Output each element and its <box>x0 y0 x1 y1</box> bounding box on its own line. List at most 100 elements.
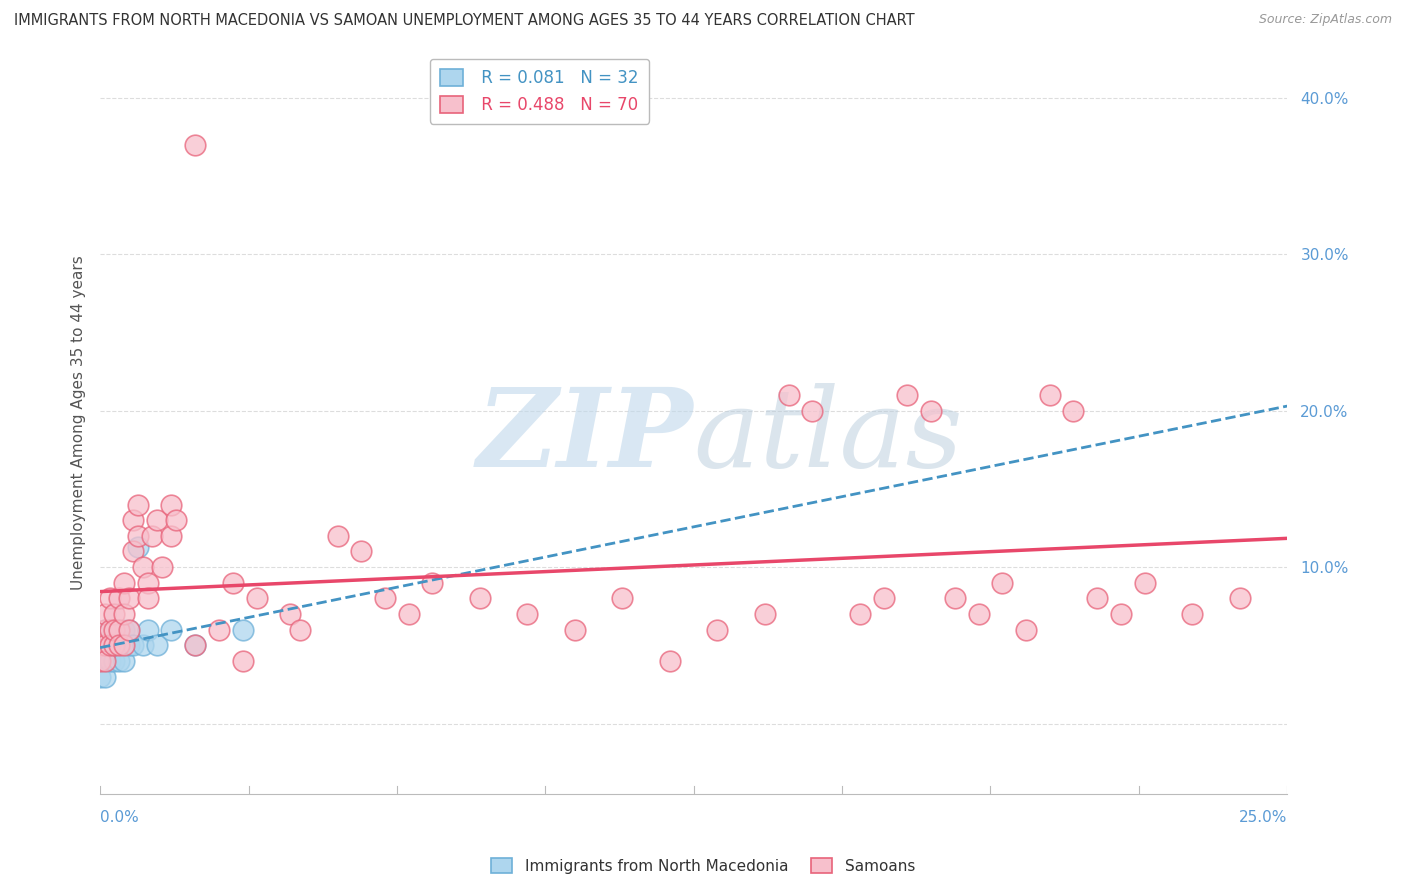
Point <box>103 638 125 652</box>
Point <box>117 623 139 637</box>
Point <box>94 623 117 637</box>
Point <box>150 560 173 574</box>
Point <box>920 403 942 417</box>
Point <box>278 607 301 621</box>
Point <box>98 638 121 652</box>
Point <box>112 638 135 652</box>
Text: 25.0%: 25.0% <box>1239 810 1286 825</box>
Point <box>112 638 135 652</box>
Point <box>872 591 894 606</box>
Point <box>801 403 824 417</box>
Point <box>132 560 155 574</box>
Point <box>1229 591 1251 606</box>
Point <box>1085 591 1108 606</box>
Point <box>94 654 117 668</box>
Legend:  R = 0.081   N = 32,  R = 0.488   N = 70: R = 0.081 N = 32, R = 0.488 N = 70 <box>430 59 650 124</box>
Point <box>108 591 131 606</box>
Point <box>98 623 121 637</box>
Point <box>89 654 111 668</box>
Point <box>94 638 117 652</box>
Point <box>103 623 125 637</box>
Point <box>1133 575 1156 590</box>
Point <box>136 591 159 606</box>
Point <box>108 638 131 652</box>
Point <box>89 638 111 652</box>
Point <box>127 529 149 543</box>
Point <box>160 623 183 637</box>
Point <box>184 137 207 152</box>
Point <box>136 623 159 637</box>
Point <box>246 591 269 606</box>
Point <box>122 544 145 558</box>
Text: Source: ZipAtlas.com: Source: ZipAtlas.com <box>1258 13 1392 27</box>
Point <box>165 513 187 527</box>
Point <box>122 638 145 652</box>
Point <box>117 591 139 606</box>
Point <box>108 623 131 637</box>
Point <box>991 575 1014 590</box>
Point <box>117 638 139 652</box>
Point <box>374 591 396 606</box>
Point <box>658 654 681 668</box>
Point <box>398 607 420 621</box>
Point <box>89 654 111 668</box>
Point <box>108 638 131 652</box>
Y-axis label: Unemployment Among Ages 35 to 44 years: Unemployment Among Ages 35 to 44 years <box>72 255 86 590</box>
Point <box>136 575 159 590</box>
Point <box>141 529 163 543</box>
Point <box>516 607 538 621</box>
Point <box>122 513 145 527</box>
Point <box>184 638 207 652</box>
Point <box>103 607 125 621</box>
Point <box>754 607 776 621</box>
Text: IMMIGRANTS FROM NORTH MACEDONIA VS SAMOAN UNEMPLOYMENT AMONG AGES 35 TO 44 YEARS: IMMIGRANTS FROM NORTH MACEDONIA VS SAMOA… <box>14 13 915 29</box>
Point <box>112 654 135 668</box>
Point <box>232 623 254 637</box>
Point <box>108 654 131 668</box>
Text: ZIP: ZIP <box>477 384 693 491</box>
Point <box>94 607 117 621</box>
Point <box>98 638 121 652</box>
Point <box>117 623 139 637</box>
Text: 0.0%: 0.0% <box>100 810 139 825</box>
Point <box>112 575 135 590</box>
Point <box>222 575 245 590</box>
Point <box>127 540 149 554</box>
Point <box>94 638 117 652</box>
Point <box>184 638 207 652</box>
Point <box>326 529 349 543</box>
Point <box>350 544 373 558</box>
Point <box>468 591 491 606</box>
Point <box>98 591 121 606</box>
Point <box>1039 388 1062 402</box>
Point <box>160 529 183 543</box>
Point <box>103 654 125 668</box>
Point <box>98 623 121 637</box>
Point <box>967 607 990 621</box>
Point <box>89 670 111 684</box>
Point <box>849 607 872 621</box>
Point <box>1181 607 1204 621</box>
Point <box>1015 623 1038 637</box>
Point <box>132 638 155 652</box>
Point <box>103 638 125 652</box>
Point <box>94 670 117 684</box>
Point <box>103 638 125 652</box>
Point <box>778 388 800 402</box>
Legend: Immigrants from North Macedonia, Samoans: Immigrants from North Macedonia, Samoans <box>485 852 921 880</box>
Point <box>612 591 634 606</box>
Point <box>146 638 169 652</box>
Point <box>94 638 117 652</box>
Point <box>943 591 966 606</box>
Point <box>706 623 728 637</box>
Point <box>112 607 135 621</box>
Point <box>208 623 231 637</box>
Point <box>1062 403 1084 417</box>
Point <box>1109 607 1132 621</box>
Point <box>103 623 125 637</box>
Point <box>896 388 918 402</box>
Point <box>127 498 149 512</box>
Point <box>288 623 311 637</box>
Point <box>564 623 586 637</box>
Point <box>94 623 117 637</box>
